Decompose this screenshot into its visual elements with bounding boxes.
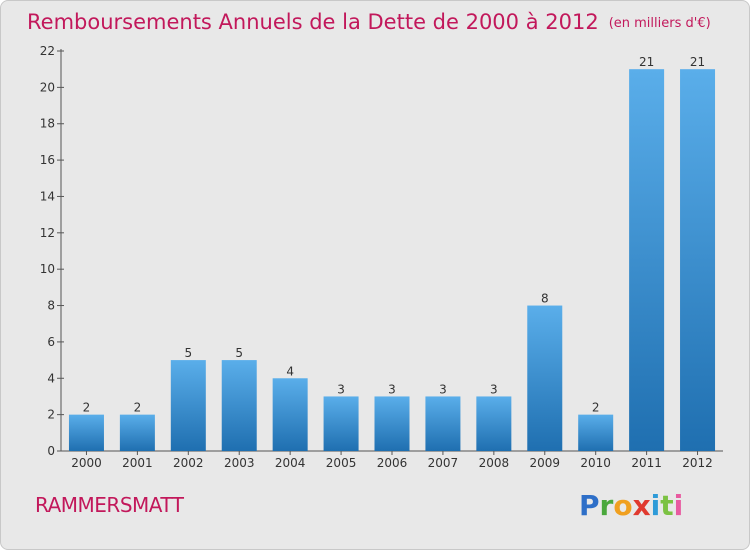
chart-title-text: Remboursements Annuels de la Dette de 20… [27, 10, 599, 34]
logo-letter: i [650, 489, 661, 522]
y-tick-label: 14 [40, 189, 55, 203]
bar-2004[interactable] [272, 378, 308, 451]
x-tick-label: 2007 [428, 456, 459, 470]
y-tick-label: 18 [40, 117, 55, 131]
x-tick-label: 2009 [529, 456, 560, 470]
logo-letter: o [613, 489, 633, 522]
y-tick-label: 12 [40, 226, 55, 240]
x-tick-label: 2005 [326, 456, 357, 470]
x-tick-label: 2002 [173, 456, 204, 470]
bar-value-label: 3 [490, 382, 498, 396]
bar-value-label: 4 [286, 364, 294, 378]
x-tick-label: 2003 [224, 456, 255, 470]
bar-value-label: 3 [337, 382, 345, 396]
bar-2002[interactable] [170, 360, 206, 451]
x-tick-label: 2006 [377, 456, 408, 470]
y-tick-label: 8 [47, 299, 55, 313]
bar-value-label: 2 [592, 401, 600, 415]
logo-letter: P [579, 489, 600, 522]
bar-2010[interactable] [578, 414, 614, 451]
bar-2001[interactable] [119, 414, 155, 451]
x-tick-label: 2004 [275, 456, 306, 470]
y-tick-label: 10 [40, 262, 55, 276]
x-tick-label: 2011 [631, 456, 662, 470]
bar-2006[interactable] [374, 396, 410, 451]
bars: 2 2 5 5 4 3 3 3 3 8 2 21 21 [68, 55, 716, 451]
x-axis: 2000 2001 2002 2003 2004 2005 2006 2007 2008 2009… [61, 450, 723, 470]
bar-2005[interactable] [323, 396, 359, 451]
x-tick-label: 2008 [479, 456, 510, 470]
logo-letter: x [632, 489, 651, 522]
y-tick-label: 4 [47, 371, 55, 385]
bar-2009[interactable] [527, 305, 563, 451]
x-tick-label: 2001 [122, 456, 153, 470]
x-tick-label: 2012 [682, 456, 713, 470]
y-tick-label: 20 [40, 80, 55, 94]
logo-letter: r [599, 489, 614, 522]
bar-2007[interactable] [425, 396, 461, 451]
bar-2008[interactable] [476, 396, 512, 451]
logo-letter: i [673, 489, 684, 522]
y-tick-label: 0 [47, 444, 55, 458]
y-tick-label: 16 [40, 153, 55, 167]
bar-2011[interactable] [629, 69, 665, 451]
bar-2003[interactable] [221, 360, 257, 451]
bar-value-label: 2 [83, 401, 91, 415]
y-tick-label: 22 [40, 44, 55, 58]
bar-value-label: 3 [439, 382, 447, 396]
bar-2000[interactable] [68, 414, 104, 451]
y-axis: 0 2 4 6 8 10 12 14 16 18 20 22 [40, 44, 64, 458]
y-tick-label: 2 [47, 408, 55, 422]
x-tick-label: 2010 [580, 456, 611, 470]
x-tick-label: 2000 [71, 456, 102, 470]
bar-value-label: 3 [388, 382, 396, 396]
chart-title: Remboursements Annuels de la Dette de 20… [27, 7, 711, 37]
proxiti-logo[interactable]: Proxiti [579, 489, 699, 525]
bar-value-label: 5 [235, 346, 243, 360]
bar-value-label: 5 [184, 346, 192, 360]
bar-value-label: 2 [134, 401, 142, 415]
y-tick-label: 6 [47, 335, 55, 349]
town-name: RAMMERSMATT [35, 493, 184, 517]
bar-value-label: 21 [690, 55, 705, 69]
logo-letter: t [660, 489, 674, 522]
bar-2012[interactable] [680, 69, 716, 451]
bar-value-label: 21 [639, 55, 654, 69]
bar-value-label: 8 [541, 292, 549, 306]
chart-unit: (en milliers d'€) [608, 16, 711, 31]
